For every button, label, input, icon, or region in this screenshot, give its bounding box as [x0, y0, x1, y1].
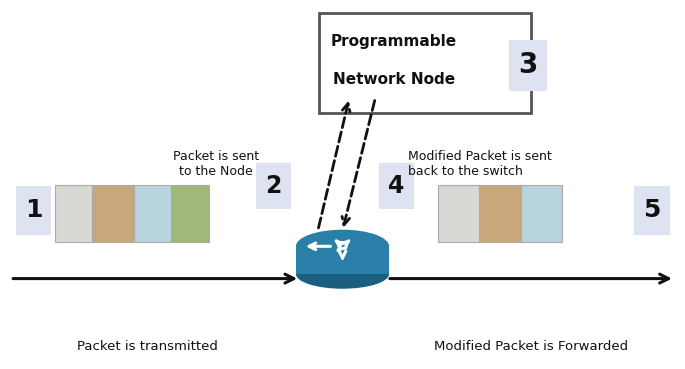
FancyBboxPatch shape: [319, 13, 531, 113]
FancyBboxPatch shape: [16, 186, 51, 235]
Bar: [438, 184, 480, 242]
Ellipse shape: [296, 230, 389, 263]
Text: Modified Packet is Forwarded: Modified Packet is Forwarded: [434, 340, 628, 354]
Text: 3: 3: [519, 52, 538, 79]
Text: Packet is transmitted: Packet is transmitted: [77, 340, 218, 354]
FancyBboxPatch shape: [256, 163, 291, 209]
Ellipse shape: [296, 259, 389, 289]
Bar: [134, 184, 171, 242]
Bar: [521, 184, 562, 242]
Text: 4: 4: [388, 174, 405, 199]
FancyBboxPatch shape: [634, 186, 670, 235]
Text: Modified Packet is sent
back to the switch: Modified Packet is sent back to the swit…: [408, 150, 551, 178]
Text: Network Node: Network Node: [333, 72, 455, 87]
FancyBboxPatch shape: [509, 40, 547, 91]
Text: Packet is sent
to the Node: Packet is sent to the Node: [173, 150, 259, 178]
Bar: [479, 184, 521, 242]
Bar: [55, 184, 92, 242]
Text: Programmable: Programmable: [331, 34, 457, 49]
Text: 1: 1: [25, 198, 42, 223]
Bar: [171, 184, 209, 242]
Text: 2: 2: [265, 174, 282, 199]
Text: 5: 5: [643, 198, 661, 223]
Bar: [92, 184, 134, 242]
Bar: [296, 246, 389, 274]
FancyBboxPatch shape: [379, 163, 414, 209]
